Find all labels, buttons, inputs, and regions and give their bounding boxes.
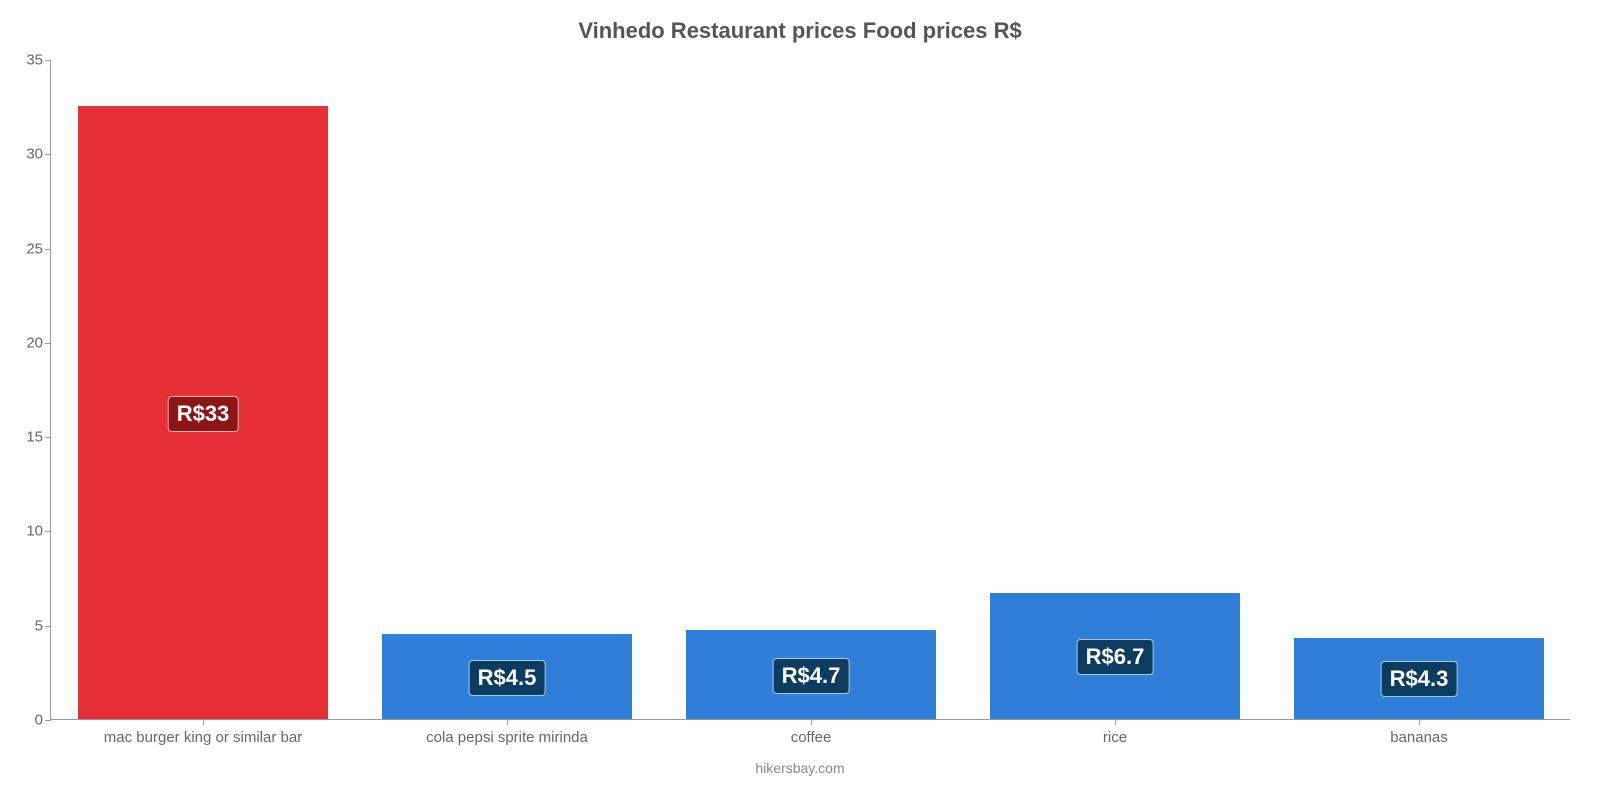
y-tick-mark	[45, 437, 51, 438]
bar-value-label: R$33	[168, 396, 239, 432]
plot-area: 05101520253035R$33mac burger king or sim…	[50, 60, 1570, 720]
y-tick-mark	[45, 531, 51, 532]
x-tick-label: cola pepsi sprite mirinda	[426, 719, 588, 746]
y-tick-mark	[45, 60, 51, 61]
y-tick-mark	[45, 720, 51, 721]
x-tick-label: mac burger king or similar bar	[104, 719, 302, 746]
bar-value-label: R$6.7	[1077, 639, 1154, 675]
y-tick-mark	[45, 154, 51, 155]
x-tick-label: bananas	[1390, 719, 1448, 746]
y-tick-mark	[45, 249, 51, 250]
chart-title: Vinhedo Restaurant prices Food prices R$	[0, 18, 1600, 44]
bar-value-label: R$4.7	[773, 658, 850, 694]
y-tick-mark	[45, 626, 51, 627]
x-tick-label: coffee	[791, 719, 832, 746]
y-tick-mark	[45, 343, 51, 344]
x-tick-label: rice	[1103, 719, 1127, 746]
bar-value-label: R$4.3	[1381, 661, 1458, 697]
bar-value-label: R$4.5	[469, 660, 546, 696]
chart-footer: hikersbay.com	[0, 760, 1600, 776]
